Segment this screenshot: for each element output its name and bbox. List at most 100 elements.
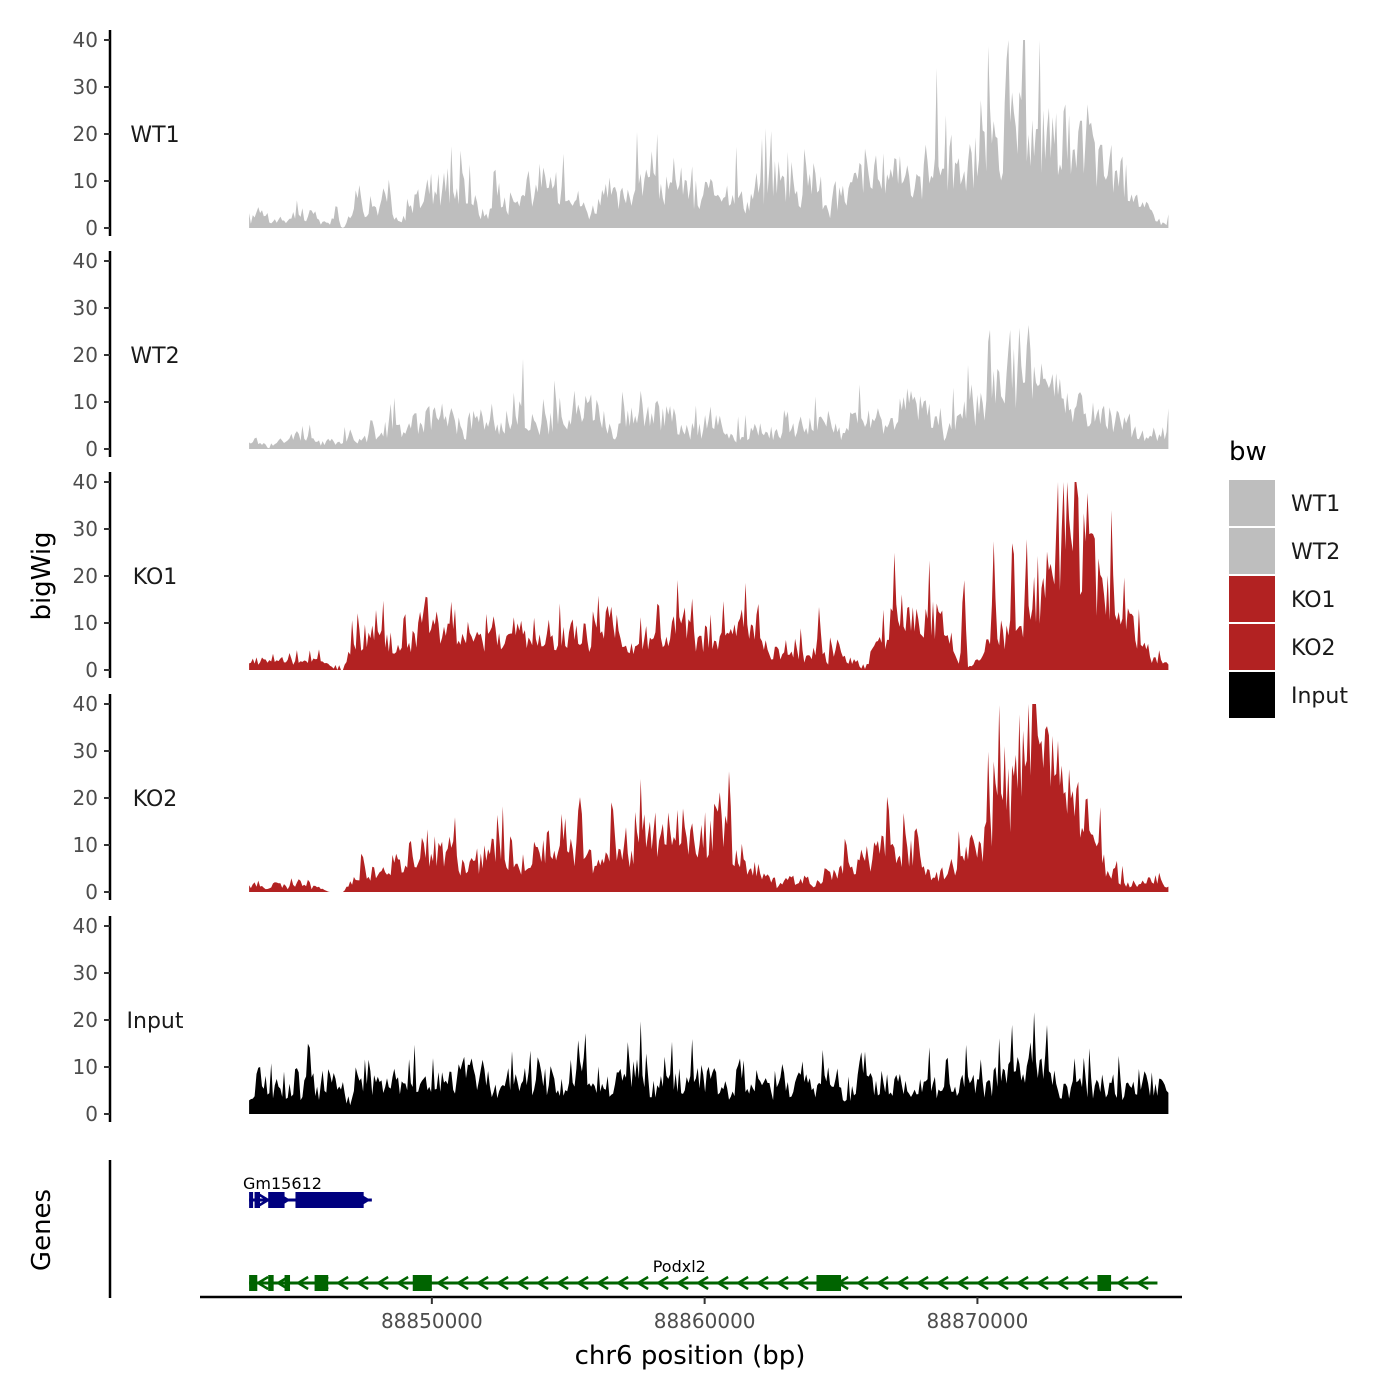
exon-block — [412, 1275, 432, 1291]
x-axis: 88850000 88860000 88870000 — [200, 1295, 1182, 1333]
y-tick-label: 30 — [73, 961, 98, 985]
exon-block — [284, 1275, 291, 1291]
strand-arrow — [575, 1275, 589, 1291]
gene-label: Podxl2 — [653, 1257, 706, 1276]
track-wt1: 0 10 20 30 40 WT1 — [73, 28, 1169, 240]
legend-label-input: Input — [1291, 684, 1348, 709]
y-tick-label: 20 — [73, 122, 98, 146]
gene-podxl2: Podxl2 — [249, 1257, 1158, 1291]
track-ko1: 0 10 20 30 40 KO1 — [73, 470, 1169, 682]
y-tick-label: 10 — [73, 390, 98, 414]
y-tick-label: 30 — [73, 296, 98, 320]
strand-arrow — [915, 1275, 929, 1291]
strand-arrow — [1055, 1275, 1069, 1291]
strand-arrow — [855, 1275, 869, 1291]
y-tick-label: 0 — [85, 216, 98, 240]
legend-swatch-wt2 — [1229, 528, 1275, 574]
strand-arrow — [257, 1192, 271, 1208]
x-tick-label: 88870000 — [927, 1309, 1029, 1333]
strand-arrow — [795, 1275, 809, 1291]
exon-block — [268, 1192, 285, 1208]
strand-arrow — [1075, 1275, 1089, 1291]
strand-arrow — [635, 1275, 649, 1291]
track-wt2: 0 10 20 30 40 WT2 — [73, 249, 1169, 461]
strand-arrow — [1115, 1275, 1129, 1291]
strand-arrow — [495, 1275, 509, 1291]
track-label: KO2 — [133, 787, 178, 812]
exon-block — [268, 1275, 274, 1291]
strand-arrow — [515, 1275, 529, 1291]
y-tick-label: 0 — [85, 880, 98, 904]
y-tick-label: 30 — [73, 75, 98, 99]
strand-arrow — [255, 1275, 269, 1291]
legend-label-wt2: WT2 — [1291, 540, 1340, 565]
strand-arrow — [455, 1275, 469, 1291]
strand-arrow — [535, 1275, 549, 1291]
y-tick-label: 10 — [73, 611, 98, 635]
y-axis-title: bigWig — [27, 531, 57, 620]
y-tick-label: 40 — [73, 470, 98, 494]
track-label: WT1 — [130, 123, 179, 148]
y-tick-label: 40 — [73, 692, 98, 716]
y-tick-label: 40 — [73, 249, 98, 273]
coverage-area-ko1 — [249, 482, 1169, 670]
strand-arrow — [1135, 1275, 1149, 1291]
exon-block — [254, 1192, 261, 1208]
strand-arrow — [595, 1275, 609, 1291]
legend-swatch-input — [1229, 672, 1275, 718]
track-label: KO1 — [133, 565, 178, 590]
strand-arrow — [1015, 1275, 1029, 1291]
exon-block — [314, 1275, 329, 1291]
gene-gm15612: Gm15612 — [243, 1174, 372, 1208]
strand-arrow — [355, 1275, 369, 1291]
strand-arrow — [295, 1275, 309, 1291]
track-label: Input — [127, 1009, 184, 1034]
genes-axis-title: Genes — [27, 1189, 57, 1271]
gene-label: Gm15612 — [243, 1174, 322, 1193]
coverage-area-input — [249, 1012, 1169, 1114]
strand-arrow — [335, 1275, 349, 1291]
y-tick-label: 10 — [73, 169, 98, 193]
strand-arrow — [895, 1275, 909, 1291]
y-tick-label: 20 — [73, 343, 98, 367]
legend-swatch-ko2 — [1229, 624, 1275, 670]
strand-arrow — [1035, 1275, 1049, 1291]
strand-arrow — [675, 1275, 689, 1291]
legend-swatch-wt1 — [1229, 480, 1275, 526]
strand-arrow — [755, 1275, 769, 1291]
strand-arrow — [735, 1275, 749, 1291]
strand-arrow — [775, 1275, 789, 1291]
strand-arrow — [935, 1275, 949, 1291]
bigwig-tracks: 0 10 20 30 40 WT1 0 10 20 30 40 WT2 0 10 20 30 40 KO1 0 10 2… — [73, 28, 1169, 1126]
strand-arrow — [395, 1275, 409, 1291]
y-tick-label: 20 — [73, 1008, 98, 1032]
strand-arrow — [975, 1275, 989, 1291]
y-tick-label: 0 — [85, 437, 98, 461]
strand-arrow — [655, 1275, 669, 1291]
strand-arrow — [715, 1275, 729, 1291]
legend-swatch-ko1 — [1229, 576, 1275, 622]
strand-arrow — [555, 1275, 569, 1291]
y-tick-label: 30 — [73, 517, 98, 541]
strand-arrow — [375, 1275, 389, 1291]
y-tick-label: 30 — [73, 739, 98, 763]
y-tick-label: 10 — [73, 1055, 98, 1079]
y-tick-label: 0 — [85, 1102, 98, 1126]
y-tick-label: 0 — [85, 658, 98, 682]
track-ko2: 0 10 20 30 40 KO2 — [73, 692, 1169, 904]
x-tick-label: 88850000 — [381, 1309, 483, 1333]
exon-block — [249, 1192, 254, 1208]
y-tick-label: 20 — [73, 564, 98, 588]
y-tick-label: 40 — [73, 914, 98, 938]
strand-arrow — [475, 1275, 489, 1291]
x-tick-label: 88860000 — [654, 1309, 756, 1333]
strand-arrow — [435, 1275, 449, 1291]
strand-arrow — [615, 1275, 629, 1291]
strand-arrow — [955, 1275, 969, 1291]
exon-block — [249, 1275, 258, 1291]
gene-track: Gm15612 Podxl2 — [108, 1160, 1158, 1298]
legend-label-ko2: KO2 — [1291, 636, 1336, 661]
track-input: 0 10 20 30 40 Input — [73, 914, 1169, 1126]
legend-label-ko1: KO1 — [1291, 588, 1336, 613]
